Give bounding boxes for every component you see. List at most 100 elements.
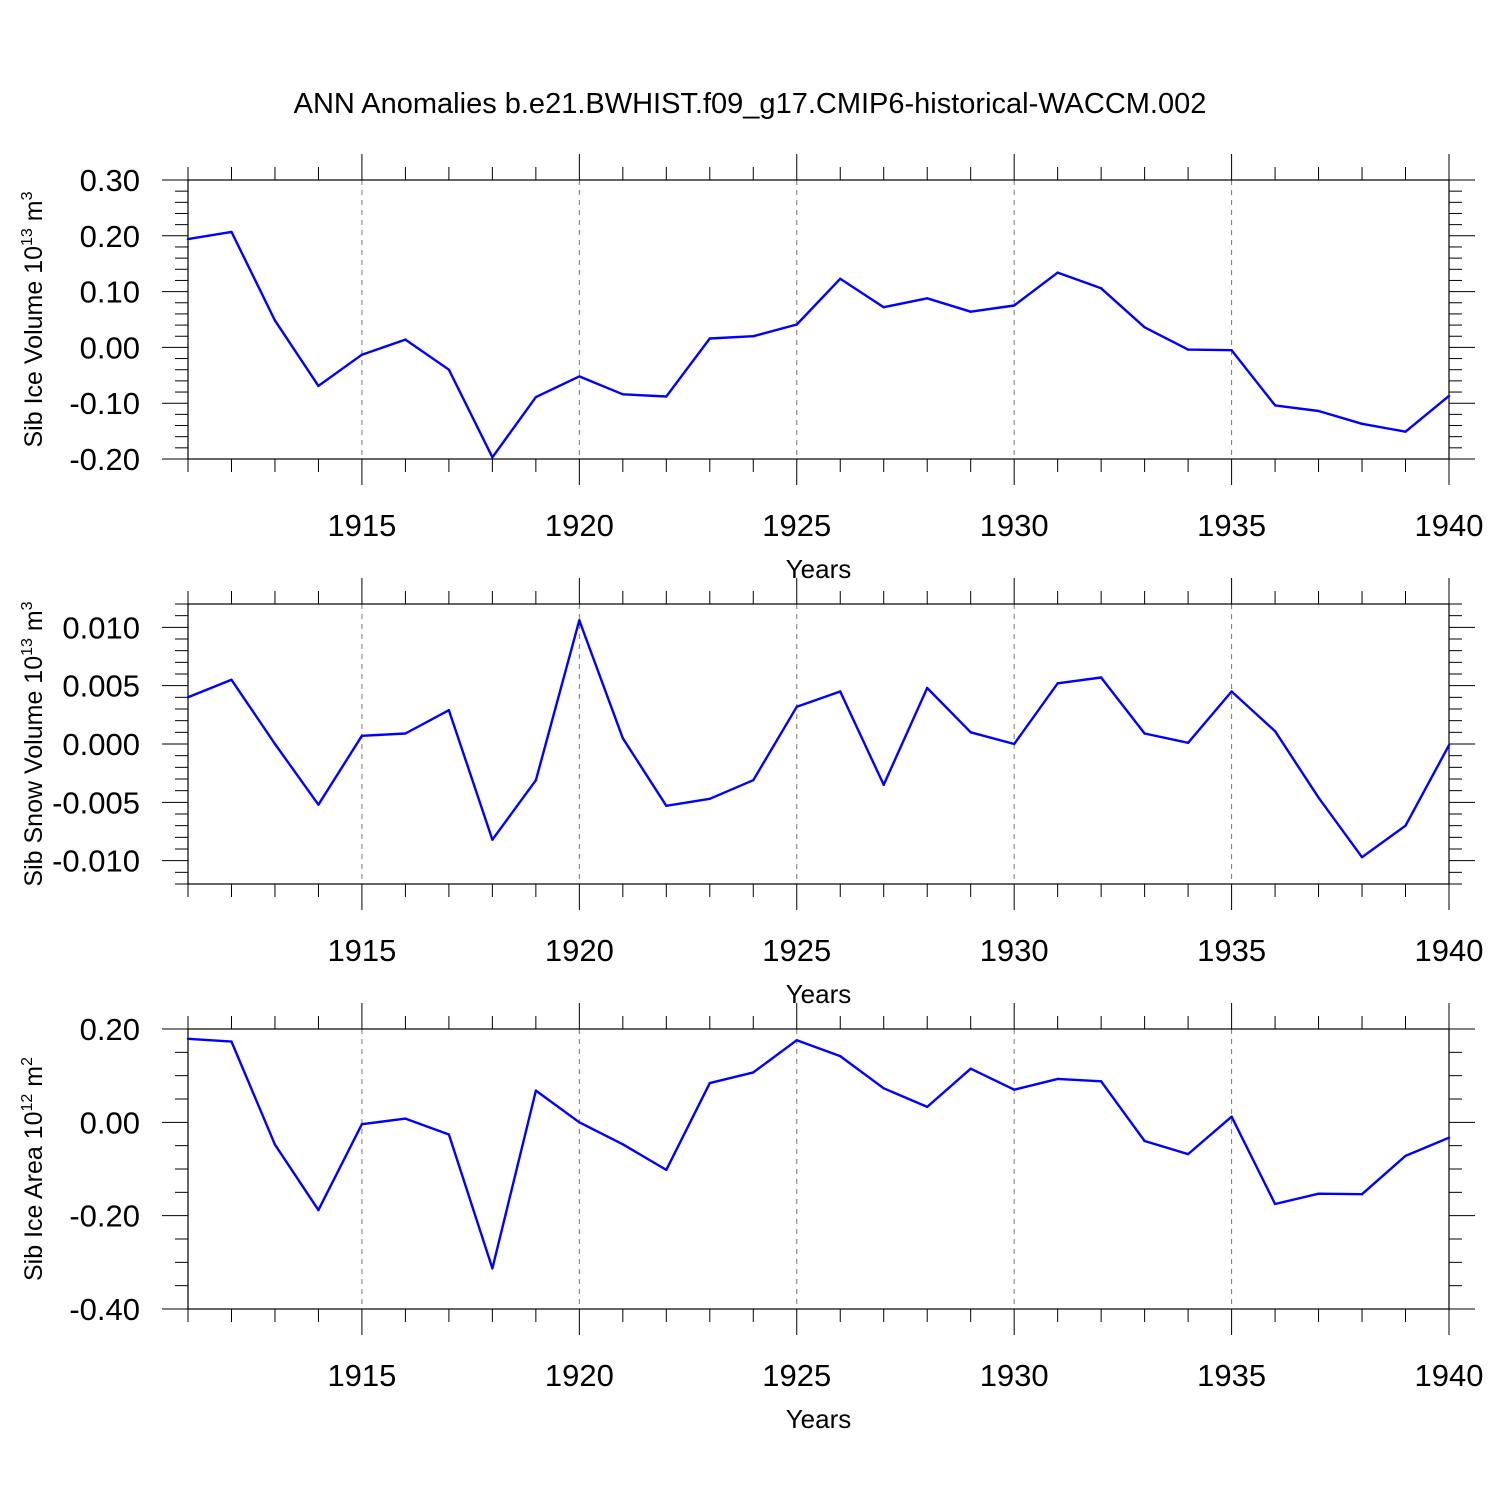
data-point-1936: [1273, 1202, 1277, 1206]
data-point-1932: [1099, 287, 1103, 290]
y-axis-label: Sib Ice Area 1012 m2: [19, 1057, 48, 1281]
data-point-1935: [1230, 348, 1233, 352]
data-point-1926: [839, 690, 842, 693]
data-point-1914: [317, 803, 320, 806]
data-point-1939: [1404, 824, 1407, 827]
x-tick-label: 1930: [980, 508, 1049, 543]
x-tick-label: 1915: [327, 1358, 396, 1393]
data-point-1933: [1143, 1139, 1146, 1143]
data-point-1925: [795, 1039, 798, 1042]
y-tick-label: 0.20: [80, 1012, 140, 1047]
x-tick-label: 1935: [1197, 1358, 1266, 1393]
data-point-1912: [230, 1040, 233, 1043]
y-axis-label: Sib Snow Volume 1013 m3: [19, 601, 48, 886]
y-tick-label: -0.40: [69, 1292, 140, 1327]
data-point-1923: [708, 797, 711, 801]
data-point-1920: [578, 375, 581, 378]
y-tick-label: 0.000: [62, 727, 140, 762]
y-tick-label: 0.00: [80, 1105, 140, 1140]
data-point-1938: [1360, 1193, 1364, 1196]
x-tick-label: 1930: [980, 933, 1049, 968]
data-point-1918: [491, 838, 494, 841]
x-tick-label: 1915: [327, 508, 396, 543]
data-point-1927: [882, 783, 885, 787]
data-point-1916: [404, 338, 407, 341]
x-tick-label: 1925: [762, 508, 831, 543]
y-tick-label: 0.10: [80, 275, 140, 310]
data-point-1935: [1230, 690, 1233, 693]
data-point-1929: [969, 731, 972, 734]
data-point-1921: [621, 393, 625, 396]
data-point-1930: [1012, 1088, 1016, 1091]
data-point-1929: [969, 1067, 972, 1070]
data-point-1931: [1056, 271, 1059, 274]
data-point-1911: [186, 696, 190, 699]
data-point-1932: [1099, 1080, 1103, 1083]
data-point-1913: [273, 742, 277, 746]
data-point-1927: [882, 1087, 885, 1090]
data-point-1933: [1143, 326, 1146, 329]
data-point-1926: [839, 277, 842, 280]
panel-1: -0.20 -0.10 0.00 0.10 0.20 0.30 1915 1920 1925 19…: [19, 154, 1483, 584]
data-point-1923: [708, 1081, 711, 1085]
y-tick-label: 0.30: [80, 163, 140, 198]
data-point-1937: [1317, 409, 1320, 413]
data-point-1916: [404, 732, 407, 735]
y-axis-label: Sib Ice Volume 1013 m3: [19, 191, 48, 447]
data-point-1911: [186, 1037, 190, 1041]
data-point-1933: [1143, 732, 1146, 735]
plot-frame: [187, 1028, 1450, 1310]
data-point-1938: [1360, 855, 1364, 859]
data-point-1920: [578, 619, 581, 622]
data-point-1917: [447, 368, 451, 371]
y-tick-label: 0.20: [80, 219, 140, 254]
x-tick-label: 1935: [1197, 933, 1266, 968]
data-point-1926: [839, 1054, 842, 1058]
data-point-1937: [1317, 796, 1320, 799]
x-tick-label: 1925: [762, 933, 831, 968]
x-axis-label: Years: [786, 1404, 852, 1434]
data-point-1931: [1056, 682, 1059, 685]
x-tick-label: 1920: [545, 1358, 614, 1393]
data-point-1935: [1230, 1115, 1233, 1118]
data-point-1917: [447, 708, 451, 712]
y-tick-label: -0.20: [69, 1199, 140, 1234]
data-point-1930: [1012, 742, 1016, 746]
series-line: [187, 619, 1451, 859]
data-point-1922: [665, 395, 668, 398]
data-point-1938: [1360, 422, 1364, 426]
data-point-1927: [882, 306, 885, 309]
data-point-1930: [1012, 304, 1016, 307]
data-point-1925: [795, 705, 798, 708]
page-title: ANN Anomalies b.e21.BWHIST.f09_g17.CMIP6…: [293, 88, 1207, 120]
data-point-1924: [752, 1071, 755, 1074]
x-tick-label: 1920: [545, 933, 614, 968]
data-point-1914: [317, 1208, 320, 1212]
data-point-1918: [491, 1267, 494, 1270]
x-tick-label: 1935: [1197, 508, 1266, 543]
data-point-1928: [926, 1105, 929, 1109]
data-point-1922: [665, 1168, 668, 1172]
data-point-1914: [317, 384, 320, 388]
data-point-1924: [752, 335, 755, 338]
data-point-1912: [230, 678, 233, 682]
data-point-1912: [230, 230, 233, 234]
y-tick-label: 0.010: [62, 610, 140, 645]
data-point-1928: [926, 686, 929, 690]
y-tick-label: 0.00: [80, 330, 140, 365]
data-point-1934: [1186, 1152, 1190, 1156]
data-point-1936: [1273, 404, 1277, 407]
data-point-1940: [1447, 1136, 1451, 1139]
panel-2: -0.010 -0.005 0.000 0.005 0.010 1915 1920 1925 1…: [19, 578, 1483, 1009]
data-point-1937: [1317, 1192, 1320, 1195]
y-tick-label: -0.005: [52, 785, 140, 820]
x-tick-label: 1925: [762, 1358, 831, 1393]
x-tick-label: 1940: [1415, 933, 1484, 968]
data-point-1913: [273, 319, 277, 322]
data-point-1911: [186, 237, 190, 241]
data-point-1920: [578, 1121, 581, 1124]
panel-3: -0.40 -0.20 0.00 0.20 1915 1920 1925 1930 1935 19…: [19, 1003, 1483, 1434]
data-point-1913: [273, 1143, 277, 1146]
data-point-1928: [926, 297, 929, 300]
data-point-1936: [1273, 729, 1277, 733]
